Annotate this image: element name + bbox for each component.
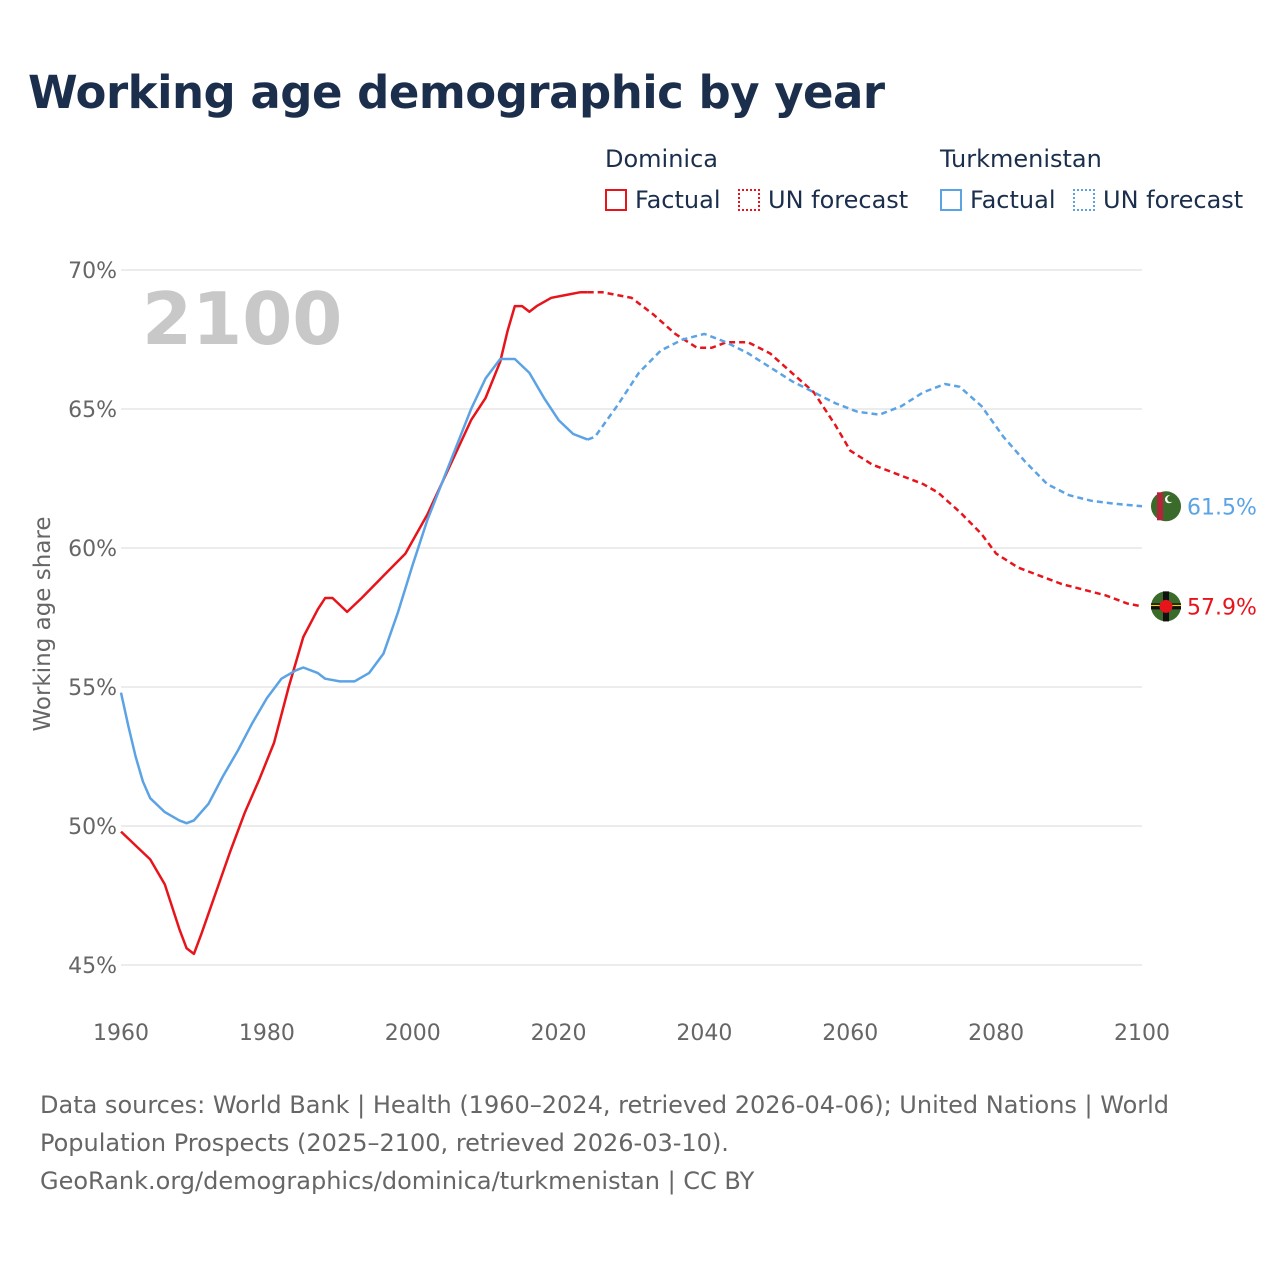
turkmenistan-flag-icon [1151, 491, 1181, 522]
current-year-label: 2100 [142, 277, 342, 361]
y-axis-label: Working age share [30, 516, 56, 731]
legend-label: Factual [635, 186, 721, 214]
x-axis-ticks: 1960 1980 2000 2020 2040 2060 2080 2100 [93, 1021, 1170, 1046]
flag-center [1159, 599, 1173, 613]
series-lines [119, 290, 1143, 956]
series-line-dominica-forecast[interactable] [587, 290, 1143, 608]
chart-footer: Data sources: World Bank | Health (1960–… [40, 1086, 1240, 1200]
legend-swatch-solid-red [605, 189, 627, 211]
legend-swatch-dotted-red [738, 189, 760, 211]
legend-label: Factual [970, 186, 1056, 214]
flag-disc [1151, 491, 1181, 522]
source-link[interactable]: GeoRank.org/demographics/dominica/turkme… [40, 1167, 755, 1195]
series-line-turkmenistan-factual[interactable] [119, 357, 589, 825]
dominica-flag-icon [1151, 591, 1181, 622]
legend-turkmenistan-factual[interactable]: Factual [940, 186, 1056, 214]
legend-group-dominica: Dominica [605, 145, 718, 173]
y-tick-label: 70% [68, 259, 117, 284]
x-tick-label: 1960 [93, 1021, 149, 1046]
y-tick-label: 65% [68, 398, 117, 423]
legend-turkmenistan-forecast[interactable]: UN forecast [1073, 186, 1243, 214]
flag-band [1157, 492, 1163, 521]
y-axis-ticks: 45% 50% 55% 60% 65% 70% [68, 259, 117, 979]
y-tick-label: 60% [68, 537, 117, 562]
legend-swatch-solid-blue [940, 189, 962, 211]
legend-dominica-factual[interactable]: Factual [605, 186, 721, 214]
line-chart: 45% 50% 55% 60% 65% 70% 1960 1980 2000 2020 2040 2… [30, 259, 1257, 1046]
end-value-label-dominica: 57.9% [1187, 595, 1257, 620]
end-value-label-turkmenistan: 61.5% [1187, 495, 1257, 520]
x-tick-label: 2080 [968, 1021, 1024, 1046]
y-tick-label: 50% [68, 815, 117, 840]
gridlines [121, 269, 1142, 966]
y-tick-label: 55% [68, 676, 117, 701]
end-markers: 57.9% 61.5% [1151, 491, 1257, 622]
x-tick-label: 2040 [676, 1021, 732, 1046]
source-line-1: Data sources: World Bank | Health (1960–… [40, 1091, 1170, 1119]
series-line-dominica-factual[interactable] [120, 290, 588, 956]
legend-label: UN forecast [768, 186, 909, 214]
source-line-2: Population Prospects (2025–2100, retriev… [40, 1129, 729, 1157]
x-tick-label: 2020 [531, 1021, 587, 1046]
x-tick-label: 2000 [385, 1021, 441, 1046]
x-tick-label: 1980 [239, 1021, 295, 1046]
y-tick-label: 45% [68, 954, 117, 979]
flag-crescent-cut [1167, 495, 1174, 503]
legend-dominica-forecast[interactable]: UN forecast [738, 186, 908, 214]
legend-swatch-dotted-blue [1073, 189, 1095, 211]
legend-label: UN forecast [1103, 186, 1244, 214]
legend-group-turkmenistan: Turkmenistan [940, 145, 1102, 173]
series-line-turkmenistan-forecast[interactable] [587, 332, 1143, 508]
x-tick-label: 2100 [1114, 1021, 1170, 1046]
chart-title: Working age demographic by year [28, 66, 885, 119]
x-tick-label: 2060 [822, 1021, 878, 1046]
